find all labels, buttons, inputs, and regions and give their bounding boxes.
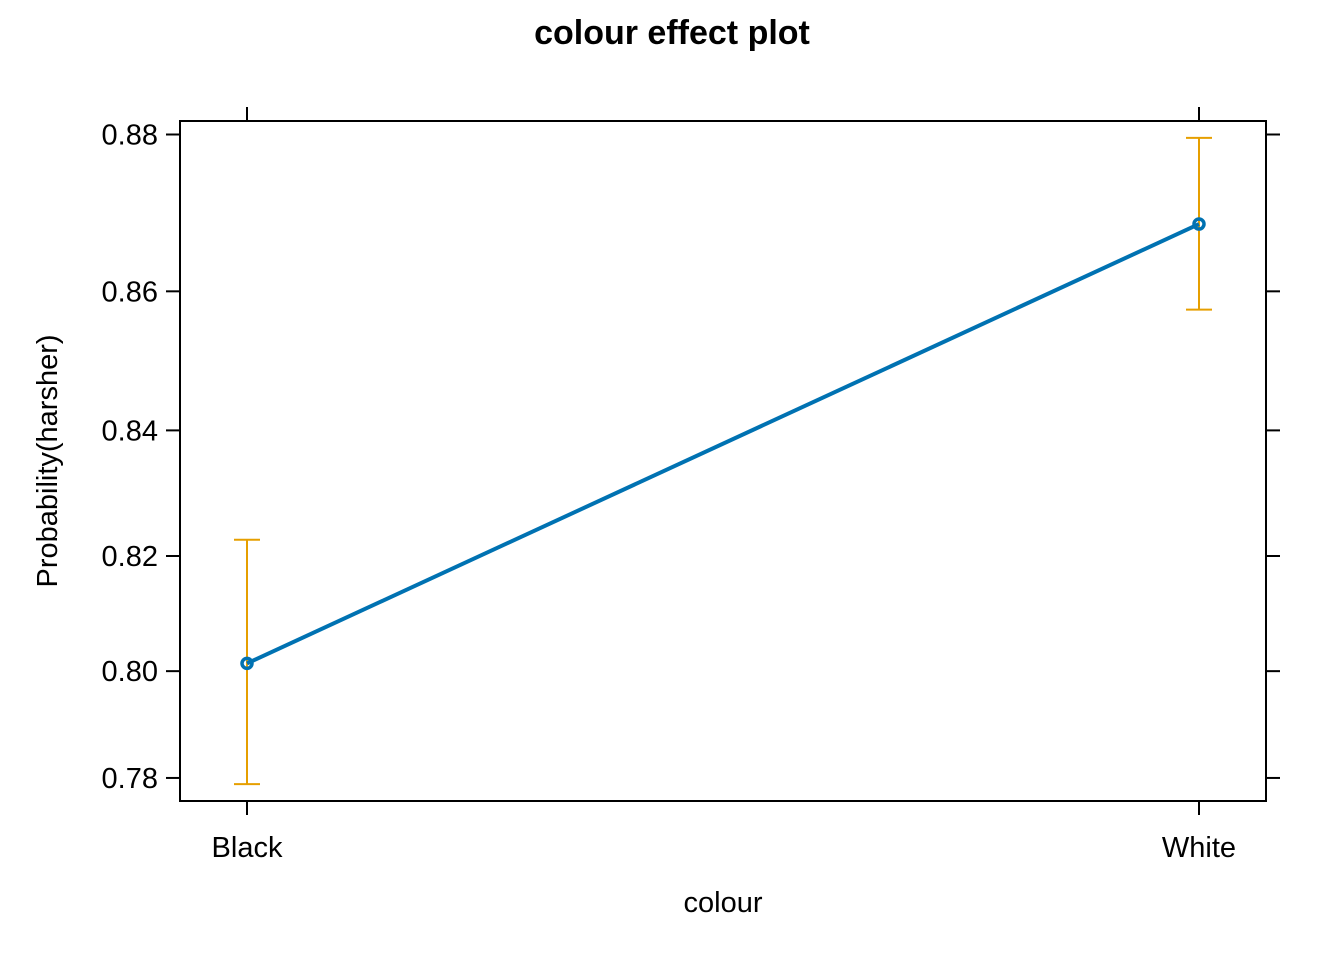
chart-title: colour effect plot: [534, 14, 810, 52]
data-point: [240, 656, 254, 671]
x-axis-label: colour: [684, 887, 763, 919]
y-tick-label: 0.82: [102, 541, 158, 573]
y-axis-label: Probability(harsher): [32, 334, 64, 587]
plot-frame: [179, 120, 1267, 802]
y-tick-label: 0.84: [102, 415, 158, 447]
x-axis: Black White: [212, 107, 1236, 864]
y-tick-label: 0.78: [102, 763, 158, 795]
y-tick-label: 0.88: [102, 119, 158, 151]
y-tick-label: 0.86: [102, 276, 158, 308]
x-tick-label: Black: [212, 832, 283, 864]
data-marks: [234, 136, 1212, 786]
data-point: [1192, 217, 1206, 231]
y-axis: 0.78 0.80 0.82 0.84 0.86 0.88: [102, 119, 1280, 795]
y-tick-label: 0.80: [102, 656, 158, 688]
series-line: [246, 222, 1200, 666]
x-tick-label: White: [1162, 832, 1236, 864]
